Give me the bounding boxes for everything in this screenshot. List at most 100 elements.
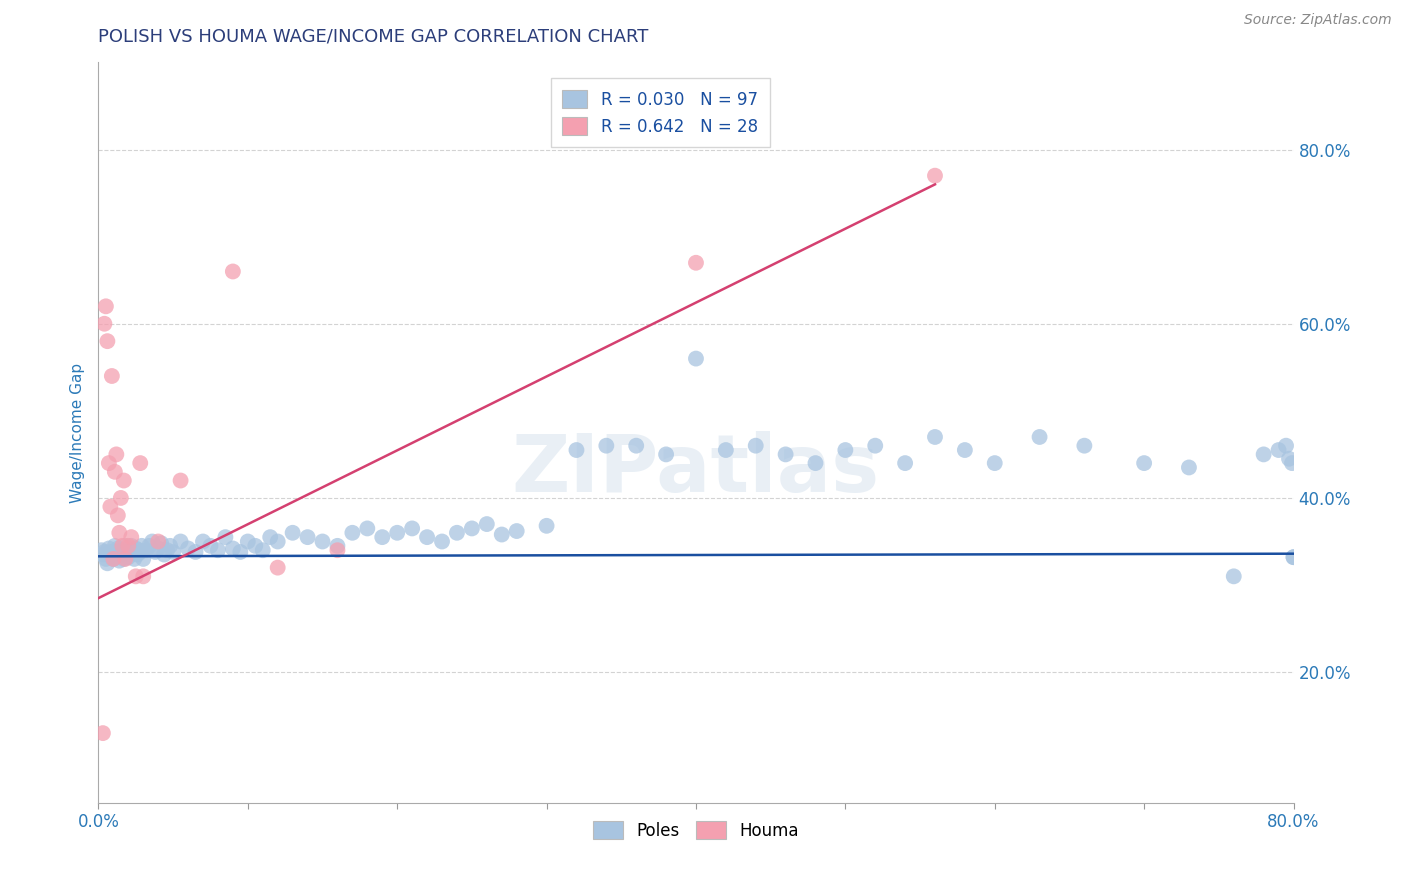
Point bbox=[105, 447, 128, 461]
Point bbox=[506, 524, 529, 538]
Point bbox=[385, 525, 409, 540]
Point bbox=[1073, 439, 1095, 453]
Point bbox=[108, 525, 131, 540]
Point bbox=[121, 545, 143, 559]
Point bbox=[461, 521, 484, 535]
Point bbox=[245, 539, 267, 553]
Point bbox=[326, 539, 349, 553]
Point bbox=[96, 556, 118, 570]
Point bbox=[1178, 460, 1201, 475]
Point bbox=[143, 545, 166, 559]
Point bbox=[124, 552, 146, 566]
Point bbox=[311, 534, 333, 549]
Point bbox=[114, 552, 136, 566]
Point bbox=[1267, 443, 1289, 458]
Point bbox=[105, 545, 128, 559]
Point bbox=[97, 456, 120, 470]
Point bbox=[127, 548, 149, 562]
Point bbox=[169, 534, 191, 549]
Point bbox=[138, 539, 160, 553]
Text: ZIPatlas: ZIPatlas bbox=[512, 431, 880, 508]
Point bbox=[125, 541, 148, 556]
Point bbox=[93, 545, 115, 559]
Point bbox=[103, 552, 125, 566]
Point bbox=[953, 443, 976, 458]
Point bbox=[115, 545, 138, 559]
Point bbox=[110, 548, 132, 562]
Point bbox=[1223, 569, 1246, 583]
Point bbox=[94, 299, 117, 313]
Point bbox=[491, 527, 513, 541]
Point bbox=[1275, 439, 1298, 453]
Point bbox=[259, 530, 281, 544]
Point bbox=[281, 525, 304, 540]
Point bbox=[342, 525, 364, 540]
Point bbox=[252, 543, 274, 558]
Point bbox=[96, 334, 118, 348]
Point bbox=[267, 560, 290, 574]
Point bbox=[207, 543, 229, 558]
Point bbox=[229, 545, 252, 559]
Point bbox=[714, 443, 737, 458]
Point bbox=[326, 543, 349, 558]
Point bbox=[148, 534, 170, 549]
Point bbox=[401, 521, 423, 535]
Point bbox=[191, 534, 214, 549]
Point bbox=[1253, 447, 1275, 461]
Point bbox=[141, 534, 163, 549]
Point bbox=[1133, 456, 1156, 470]
Text: Source: ZipAtlas.com: Source: ZipAtlas.com bbox=[1244, 13, 1392, 28]
Point bbox=[128, 543, 150, 558]
Point bbox=[1282, 550, 1305, 565]
Point bbox=[1281, 456, 1303, 470]
Point bbox=[148, 541, 170, 556]
Point bbox=[169, 474, 191, 488]
Y-axis label: Wage/Income Gap: Wage/Income Gap bbox=[69, 362, 84, 503]
Point bbox=[1278, 451, 1301, 466]
Point bbox=[129, 456, 152, 470]
Point bbox=[101, 369, 124, 384]
Point bbox=[101, 550, 124, 565]
Point bbox=[924, 430, 946, 444]
Point bbox=[565, 443, 588, 458]
Point bbox=[120, 530, 142, 544]
Point bbox=[865, 439, 887, 453]
Point bbox=[236, 534, 259, 549]
Point bbox=[894, 456, 917, 470]
Point bbox=[103, 552, 125, 566]
Point bbox=[430, 534, 453, 549]
Point bbox=[91, 548, 114, 562]
Point bbox=[132, 569, 155, 583]
Point bbox=[111, 543, 134, 558]
Point bbox=[104, 465, 127, 479]
Point bbox=[297, 530, 319, 544]
Point bbox=[924, 169, 946, 183]
Point bbox=[132, 552, 155, 566]
Point bbox=[371, 530, 394, 544]
Point bbox=[745, 439, 768, 453]
Point bbox=[804, 456, 827, 470]
Point bbox=[536, 518, 558, 533]
Point bbox=[129, 545, 152, 559]
Point bbox=[356, 521, 378, 535]
Point bbox=[834, 443, 856, 458]
Point bbox=[93, 317, 115, 331]
Point bbox=[114, 539, 136, 553]
Point bbox=[685, 351, 707, 366]
Point bbox=[112, 552, 135, 566]
Point bbox=[475, 517, 498, 532]
Point bbox=[156, 543, 179, 558]
Point bbox=[110, 491, 132, 505]
Point bbox=[104, 539, 127, 553]
Point bbox=[97, 541, 120, 556]
Point bbox=[108, 554, 131, 568]
Point bbox=[98, 500, 122, 514]
Point bbox=[159, 539, 181, 553]
Point bbox=[162, 545, 184, 559]
Point bbox=[131, 539, 153, 553]
Point bbox=[111, 539, 134, 553]
Point bbox=[655, 447, 678, 461]
Point bbox=[1028, 430, 1050, 444]
Point bbox=[685, 256, 707, 270]
Point bbox=[107, 508, 129, 523]
